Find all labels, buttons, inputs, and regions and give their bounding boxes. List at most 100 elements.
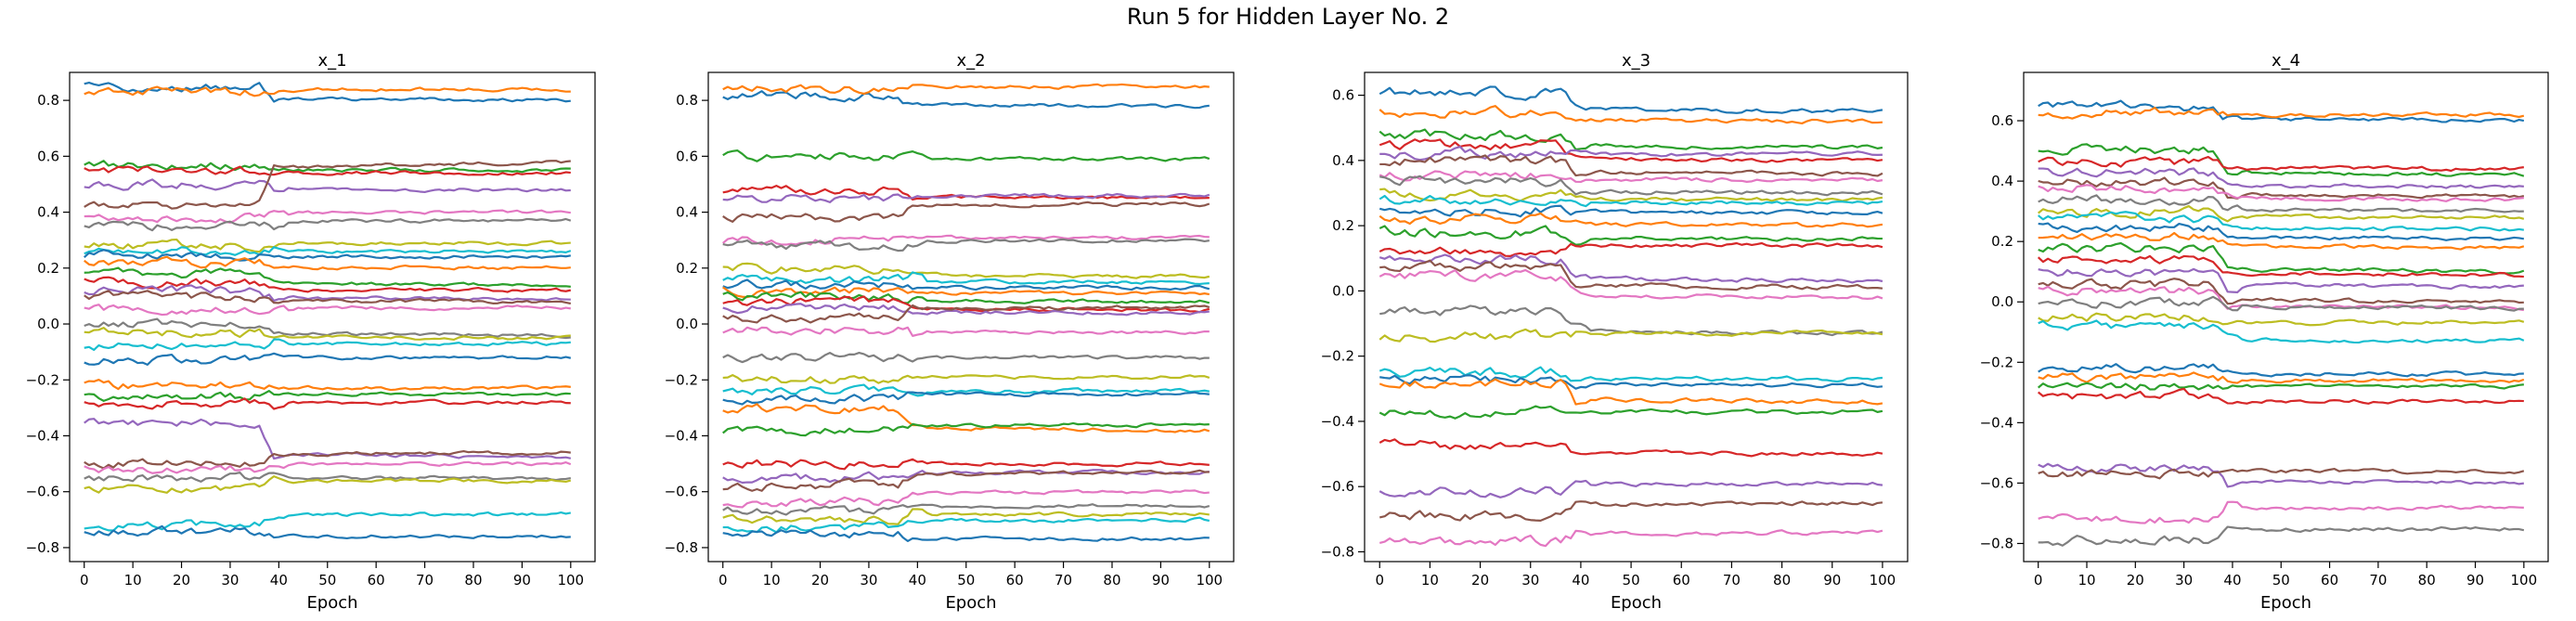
x-axis-label: Epoch — [2260, 593, 2311, 613]
series-line — [84, 276, 572, 293]
series-line — [722, 503, 1210, 516]
subplot-title: x_2 — [956, 51, 985, 71]
y-tick-label: 0.0 — [37, 316, 59, 332]
x-tick-label: 30 — [860, 572, 877, 589]
series-line — [722, 326, 1210, 337]
y-tick-label: 0.4 — [37, 204, 59, 221]
series-line — [84, 290, 572, 305]
series-line — [2037, 254, 2524, 278]
series-line — [722, 351, 1210, 364]
x-tick-label: 40 — [1572, 572, 1589, 589]
series-line — [1379, 225, 1883, 246]
series-line — [2038, 155, 2524, 173]
x-tick-label: 10 — [763, 572, 781, 589]
y-tick-label: 0.8 — [676, 92, 698, 109]
y-tick-label: −0.6 — [26, 484, 59, 500]
subplot-x_4: 0 10 20 30 40 50 60 70 80 90 100 −0.8 −0.6 −0.4 −0.2 0.… — [1980, 51, 2549, 613]
series-line — [2038, 241, 2525, 275]
x-tick-label: 90 — [1152, 572, 1170, 589]
series-line — [1379, 145, 1883, 162]
subplot-title: x_1 — [317, 51, 346, 71]
axes-frame — [2023, 71, 2549, 563]
x-tick-label: 50 — [2272, 572, 2290, 589]
series-line — [84, 160, 571, 210]
x-tick-label: 100 — [2511, 572, 2538, 589]
series-line — [84, 266, 571, 288]
series-line — [722, 508, 1210, 525]
series-line — [722, 238, 1210, 252]
y-tick-label: −0.8 — [1321, 543, 1354, 560]
series-line — [2037, 382, 2524, 391]
x-tick-label: 80 — [2418, 572, 2436, 589]
y-tick-label: 0.0 — [1991, 293, 2013, 310]
series-line — [1379, 85, 1883, 114]
series-line — [1379, 128, 1883, 151]
series-line — [1379, 253, 1883, 284]
y-tick-label: −0.2 — [26, 371, 59, 388]
series-line — [2038, 143, 2525, 177]
y-tick-label: −0.2 — [665, 371, 698, 388]
series-line — [722, 383, 1210, 397]
series-line — [1379, 405, 1883, 420]
series-line — [1379, 170, 1883, 184]
series-line — [84, 378, 571, 392]
x-tick-label: 0 — [80, 572, 89, 589]
series-line — [2038, 267, 2524, 293]
series-line — [84, 304, 571, 317]
x-tick-label: 10 — [124, 572, 142, 589]
series-line — [1379, 378, 1883, 406]
y-tick-label: 0.2 — [1991, 233, 2013, 250]
subplot-title: x_3 — [1622, 51, 1650, 71]
x-tick-label: 60 — [2321, 572, 2338, 589]
series-line — [84, 209, 571, 225]
y-tick-label: 0.6 — [1991, 112, 2013, 129]
series-line — [722, 83, 1210, 96]
series-line — [1379, 175, 1883, 197]
x-tick-label: 80 — [1103, 572, 1120, 589]
series-line — [2038, 285, 2524, 312]
series-line — [84, 255, 571, 271]
x-tick-label: 80 — [464, 572, 482, 589]
axes-frame — [69, 71, 596, 563]
series-line — [84, 165, 571, 176]
series-line — [83, 249, 571, 262]
series-line — [84, 284, 571, 303]
series-line — [1379, 241, 1883, 257]
series-line — [2038, 184, 2524, 202]
x-tick-label: 100 — [1196, 572, 1223, 589]
series-line — [2038, 278, 2524, 305]
y-tick-label: −0.6 — [665, 484, 698, 500]
y-tick-label: 0.6 — [1332, 87, 1354, 104]
series-line — [2038, 363, 2524, 378]
series-line — [722, 469, 1210, 492]
series-line — [2038, 500, 2524, 524]
y-tick-label: −0.8 — [1980, 535, 2013, 551]
series-line — [84, 397, 571, 410]
axes-frame — [707, 71, 1235, 563]
x-tick-label: 100 — [557, 572, 584, 589]
series-line — [722, 374, 1210, 384]
y-tick-label: 0.4 — [1991, 173, 2013, 189]
y-tick-label: −0.6 — [1321, 478, 1354, 495]
x-tick-label: 30 — [1521, 572, 1539, 589]
x-tick-label: 60 — [1673, 572, 1690, 589]
y-tick-label: −0.4 — [26, 427, 59, 444]
y-tick-label: −0.6 — [1980, 474, 2013, 491]
y-tick-label: 0.0 — [1332, 282, 1354, 299]
x-tick-label: 90 — [1823, 572, 1841, 589]
series-line — [1379, 529, 1883, 548]
x-tick-label: 10 — [2078, 572, 2095, 589]
x-tick-label: 80 — [1773, 572, 1791, 589]
x-axis-label: Epoch — [945, 593, 996, 613]
series-line — [722, 149, 1210, 162]
x-tick-label: 70 — [1723, 572, 1741, 589]
series-line — [1379, 268, 1883, 300]
x-tick-label: 40 — [909, 572, 926, 589]
series-line — [84, 160, 571, 174]
series-line — [2037, 204, 2525, 223]
y-tick-label: 0.2 — [37, 260, 59, 277]
series-line — [722, 304, 1210, 324]
series-line — [84, 390, 571, 402]
series-line — [84, 475, 572, 494]
